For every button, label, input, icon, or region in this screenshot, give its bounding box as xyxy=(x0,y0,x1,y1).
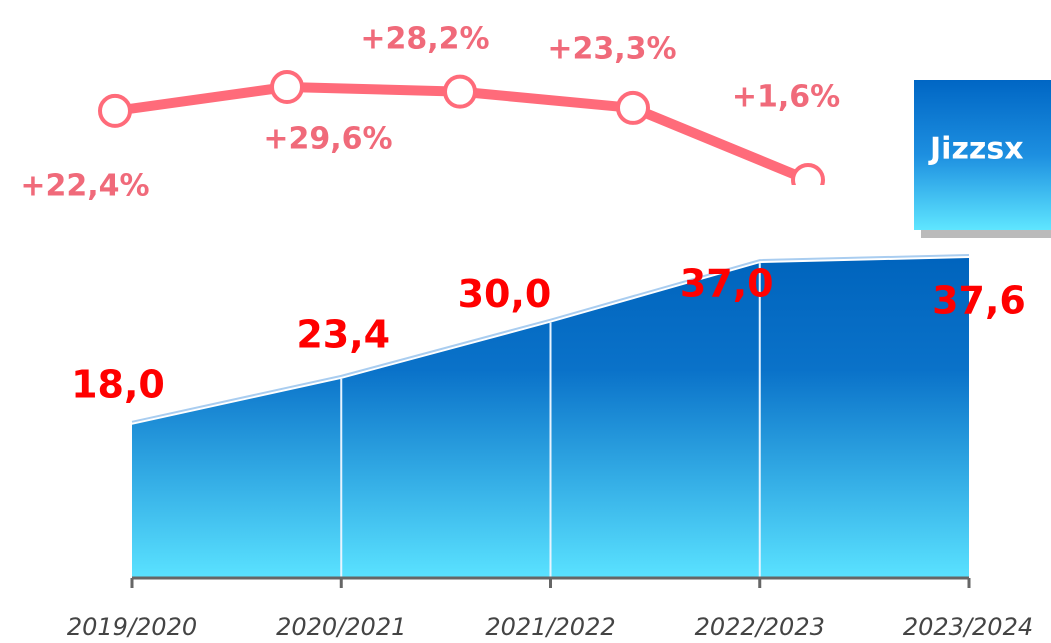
growth-point xyxy=(443,74,477,109)
value-label: 23,4 xyxy=(296,312,390,356)
area-edge xyxy=(131,254,970,423)
growth-label: +28,2% xyxy=(360,22,489,57)
x-tick-label: 2020/2021 xyxy=(276,613,406,641)
x-tick-label: 2023/2024 xyxy=(903,613,1033,641)
growth-label: +1,6% xyxy=(732,80,840,115)
growth-point xyxy=(270,70,304,104)
growth-point xyxy=(98,93,132,128)
badge-text: Jizzsx xyxy=(928,132,1024,167)
growth-point xyxy=(616,90,650,125)
value-label: 37,0 xyxy=(680,262,774,306)
value-label: 30,0 xyxy=(458,272,552,316)
growth-label: +29,6% xyxy=(263,122,392,157)
x-tick-label: 2021/2022 xyxy=(485,613,615,641)
growth-label: +23,3% xyxy=(547,32,676,67)
value-label: 18,0 xyxy=(71,362,165,406)
growth-point xyxy=(791,163,825,185)
badge-box xyxy=(914,80,1051,230)
value-label: 37,6 xyxy=(932,279,1026,323)
growth-label: +22,4% xyxy=(20,169,149,204)
x-tick-label: 2019/2020 xyxy=(67,613,197,641)
x-tick-label: 2022/2023 xyxy=(695,613,825,641)
growth-group xyxy=(98,70,825,185)
